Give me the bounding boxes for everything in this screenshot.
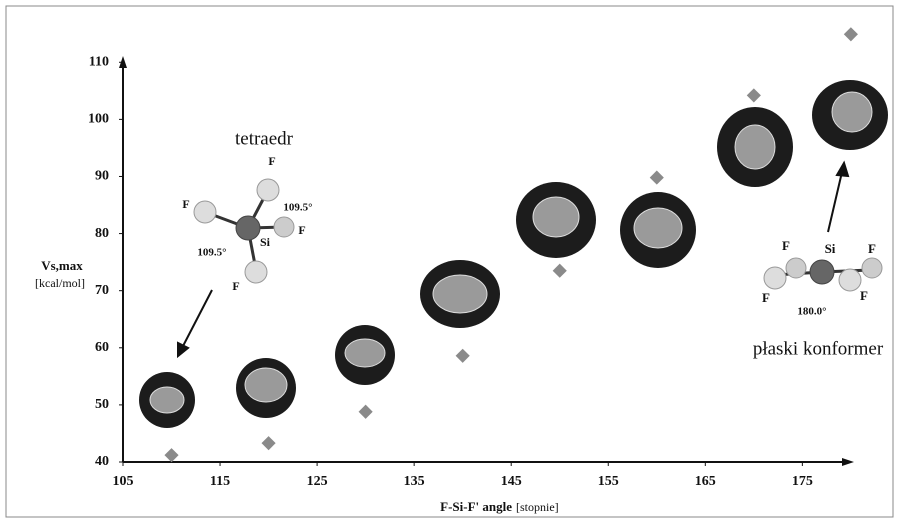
point [164, 448, 179, 463]
atom-label: F [860, 288, 868, 303]
point [358, 404, 373, 419]
y-tick-label: 60 [95, 340, 109, 355]
annotation: płaski konformer [753, 338, 884, 359]
atom-label: F [782, 238, 790, 253]
y-axis-unit: [kcal/mol] [35, 276, 85, 290]
point [552, 263, 567, 278]
point [261, 436, 276, 451]
angle-label: 109.5° [197, 247, 226, 259]
x-tick-label: 155 [598, 474, 619, 489]
point [746, 88, 761, 103]
molecule-blobs [139, 80, 888, 428]
atom-label: Si [825, 241, 836, 256]
atom-label: F [232, 279, 239, 293]
y-tick-label: 40 [95, 454, 109, 469]
annotation: tetraedr [235, 128, 294, 149]
point [649, 170, 664, 185]
y-tick-label: 100 [88, 112, 109, 127]
point [843, 27, 858, 42]
x-tick-label: 115 [210, 474, 230, 489]
y-tick-label: 50 [95, 397, 109, 412]
atom-label: F [298, 223, 305, 237]
y-tick-label: 90 [95, 169, 109, 184]
atom-label: F [762, 290, 770, 305]
y-tick-label: 110 [89, 54, 109, 69]
x-axis-unit: [stopnie] [516, 500, 559, 514]
x-tick-label: 175 [792, 474, 813, 489]
angle-label: 180.0° [797, 306, 826, 318]
x-tick-label: 135 [404, 474, 425, 489]
angle-label: 109.5° [283, 202, 312, 214]
atom-label: F [268, 154, 275, 168]
x-tick-label: 125 [307, 474, 328, 489]
arrows [177, 160, 850, 359]
x-axis-label: F-Si-F' angle [440, 499, 512, 514]
tetrahedral-molecule [193, 178, 295, 284]
y-tick-label: 70 [95, 283, 109, 298]
planar-molecule [763, 257, 883, 292]
point [455, 348, 470, 363]
y-tick-label: 80 [95, 226, 109, 241]
atom-label: F [182, 197, 189, 211]
x-tick-label: 165 [695, 474, 716, 489]
x-axis-arrow [842, 458, 854, 466]
atom-label: F [868, 241, 876, 256]
atom-label: Si [260, 235, 271, 249]
y-axis-label: Vs,max [41, 258, 83, 273]
x-tick-label: 105 [113, 474, 134, 489]
x-tick-label: 145 [501, 474, 522, 489]
